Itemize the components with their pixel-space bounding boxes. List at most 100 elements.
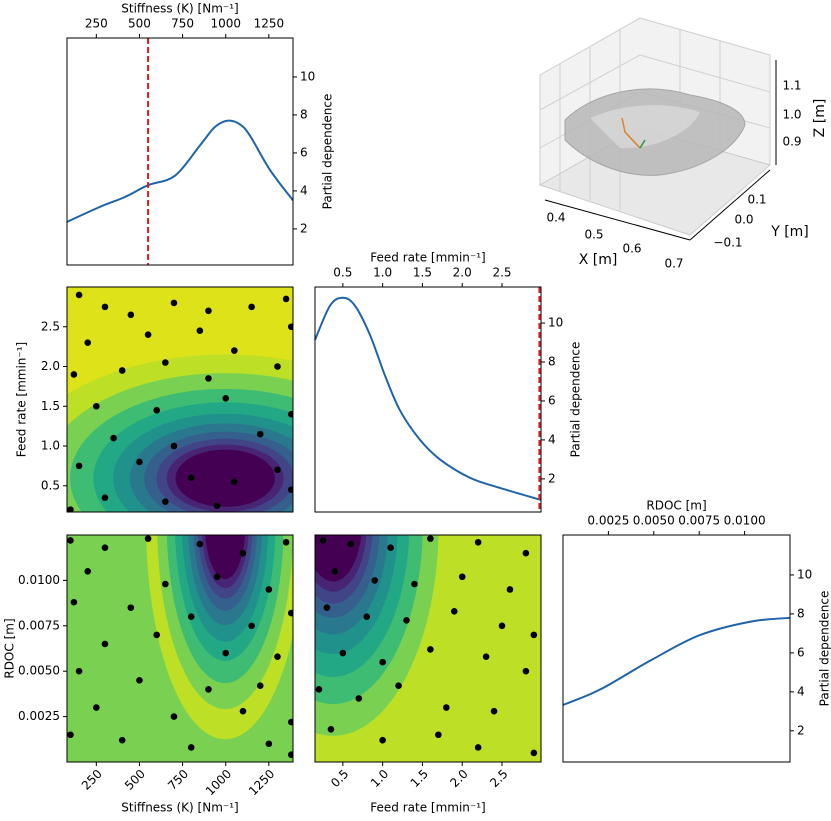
- sample-point: [144, 535, 152, 542]
- sample-point: [458, 573, 466, 581]
- sample-point: [222, 649, 230, 657]
- x-axis-label: Stiffness (K) [Nm⁻¹]: [121, 2, 238, 16]
- sample-point: [256, 430, 264, 438]
- sample-point: [136, 676, 143, 684]
- axes-frame: [66, 37, 294, 266]
- sample-point: [256, 682, 264, 690]
- sample-point: [287, 323, 293, 331]
- sample-point: [522, 549, 530, 557]
- sample-point: [427, 646, 434, 653]
- sample-point: [205, 307, 212, 315]
- x-axis-label: X [m]: [579, 252, 618, 268]
- sample-point: [205, 686, 212, 693]
- sample-point: [239, 549, 247, 557]
- y-tick-label: 8: [300, 107, 308, 121]
- sample-point: [248, 622, 255, 630]
- y-tick-label: 1.5: [41, 399, 60, 413]
- z-tick-label: 1.1: [782, 79, 801, 93]
- sample-point: [411, 580, 418, 588]
- y-tick-label: 2: [300, 221, 308, 235]
- sample-point: [474, 538, 482, 546]
- sample-point: [265, 586, 273, 593]
- sample-point: [187, 744, 195, 751]
- sample-point: [153, 631, 161, 639]
- y-tick-label: 10: [548, 316, 563, 330]
- sample-point: [287, 486, 293, 494]
- sample-point: [67, 537, 74, 544]
- sample-point: [162, 359, 169, 366]
- sample-point: [136, 458, 143, 466]
- x-tick-label: 500: [128, 17, 151, 31]
- x-tick-label: 0.0050: [633, 514, 675, 528]
- sample-point: [443, 704, 450, 711]
- sample-point: [530, 749, 538, 757]
- pd-curve: [66, 119, 294, 223]
- x-tick-label: 1000: [203, 767, 234, 798]
- x-axis-label: Feed rate [mmin⁻¹]: [370, 251, 485, 265]
- z-tick-label: 0.9: [782, 135, 801, 149]
- sample-point: [93, 704, 100, 711]
- y-tick-label: 0.0: [734, 213, 753, 227]
- sample-point: [282, 538, 290, 546]
- sample-point: [127, 604, 135, 611]
- axis-3d: [689, 169, 771, 241]
- x-tick-label: 250: [85, 17, 108, 31]
- grid-3d: [539, 54, 641, 111]
- sample-point: [482, 653, 490, 660]
- z-tick-label: 1.0: [782, 108, 801, 122]
- y-tick-label: −0.1: [713, 236, 742, 250]
- sample-point: [319, 537, 327, 544]
- x-tick-label: 0.4: [546, 211, 565, 225]
- contour-level: [315, 535, 362, 582]
- x-tick-label: 1.5: [413, 266, 432, 280]
- contour-level: [205, 535, 246, 580]
- sample-point: [222, 395, 230, 402]
- sample-point: [110, 434, 117, 442]
- contour-fill: [315, 535, 541, 762]
- x-tick-label: 750: [165, 767, 191, 793]
- sample-point: [101, 303, 109, 311]
- sample-point: [118, 367, 126, 374]
- x-tick-label: 0.5: [328, 767, 351, 790]
- sample-point: [530, 631, 538, 639]
- sample-point: [274, 466, 281, 474]
- sample-point: [490, 707, 498, 715]
- sample-point: [395, 682, 402, 690]
- sample-point: [84, 339, 92, 346]
- sample-point: [287, 609, 293, 617]
- sample-point: [144, 331, 152, 339]
- y-tick-label: 4: [300, 183, 308, 197]
- sample-point: [265, 740, 273, 748]
- x-tick-label: 0.0100: [724, 514, 766, 528]
- y-tick-label: 1.0: [41, 439, 60, 453]
- y-tick-label: 10: [797, 567, 812, 581]
- x-tick-label: 1000: [210, 17, 241, 31]
- sample-point: [170, 442, 178, 450]
- sample-point: [522, 667, 530, 675]
- sample-point: [450, 607, 458, 615]
- sample-point: [363, 613, 371, 621]
- sample-point: [153, 406, 161, 414]
- sample-point: [315, 686, 323, 693]
- y-tick-label: 8: [548, 355, 556, 369]
- sample-point: [196, 327, 204, 335]
- y-axis-label: Partial dependence: [321, 94, 335, 210]
- y-axis-label: Partial dependence: [569, 342, 583, 458]
- surface-shade: [590, 105, 700, 149]
- y-axis-label: Partial dependence: [818, 591, 831, 707]
- y-axis-label: Y [m]: [770, 224, 809, 240]
- x-tick-label: 2.0: [447, 767, 470, 790]
- sample-point: [498, 622, 506, 630]
- sample-point: [187, 613, 195, 621]
- x-axis-label: Stiffness (K) [Nm⁻¹]: [121, 801, 238, 815]
- sample-point: [162, 498, 169, 505]
- axes-frame: [562, 534, 791, 763]
- y-tick-label: 0.5: [41, 478, 60, 492]
- contour-fill: [67, 535, 293, 762]
- sample-point: [231, 478, 238, 486]
- pd-curve: [314, 296, 542, 501]
- trajectory: [621, 117, 641, 149]
- y-tick-label: 2.5: [41, 319, 60, 333]
- sample-point: [287, 718, 293, 726]
- sample-point: [403, 617, 410, 624]
